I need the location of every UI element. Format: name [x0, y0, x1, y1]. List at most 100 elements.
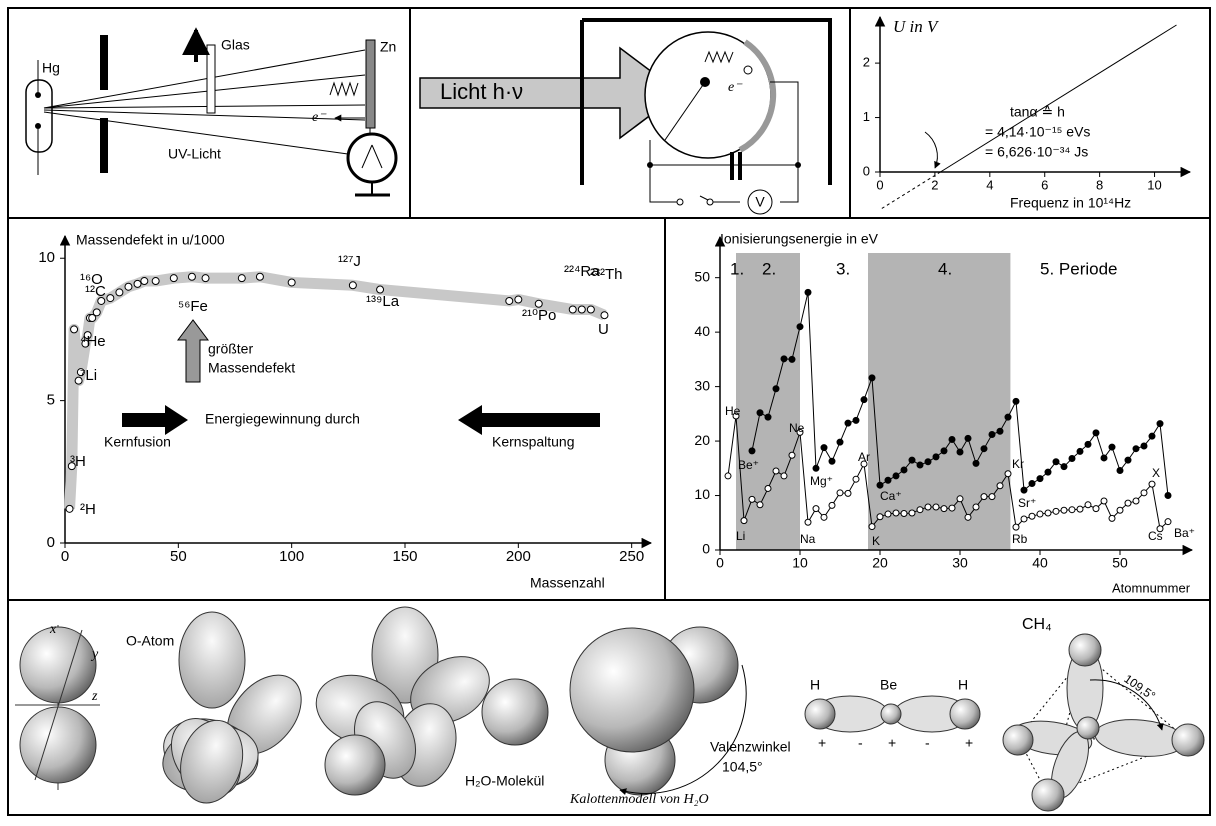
nuclide-label: ⁷Li [80, 367, 97, 384]
data-point [1093, 506, 1099, 512]
element-label: Be⁺ [738, 458, 759, 472]
data-point [1005, 414, 1011, 420]
label: + [818, 735, 826, 751]
data-point [1077, 448, 1083, 454]
label: UV-Licht [168, 146, 221, 162]
data-point [1101, 498, 1107, 504]
label: H [958, 677, 968, 693]
period-label: 3. [836, 259, 850, 278]
data-point [1053, 508, 1059, 514]
label: Valenzwinkel [710, 739, 791, 755]
data-point [805, 289, 811, 295]
data-point [757, 410, 763, 416]
element-label: Na [800, 532, 816, 546]
data-point [1141, 490, 1147, 496]
data-point [349, 282, 356, 289]
y-tick-label: 0 [702, 541, 710, 557]
data-point [789, 356, 795, 362]
label: Kalottenmodell von H₂O [569, 792, 709, 807]
data-point [805, 519, 811, 525]
x-tick-label: 6 [1041, 177, 1048, 192]
label: Glas [221, 37, 250, 53]
nuclide-label: ⁵⁶Fe [178, 298, 208, 315]
data-point [773, 468, 779, 474]
data-point [141, 278, 148, 285]
data-point [941, 448, 947, 454]
data-point [1133, 498, 1139, 504]
x-tick-label: 4 [986, 177, 993, 192]
data-point [1101, 455, 1107, 461]
data-point [853, 476, 859, 482]
data-point [1133, 446, 1139, 452]
y-tick-label: 10 [38, 249, 55, 266]
element-label: Li [736, 529, 745, 543]
y-tick-label: 0 [47, 534, 55, 551]
y-axis-label: Ionisierungsenergie in eV [720, 231, 879, 247]
data-point [1061, 507, 1067, 513]
data-point [288, 279, 295, 286]
data-point [1021, 516, 1027, 522]
nuclide-label: U [598, 321, 609, 338]
data-point [1045, 469, 1051, 475]
x-tick-label: 40 [1032, 555, 1048, 571]
period-label: 4. [938, 259, 952, 278]
y-tick-label: 0 [863, 163, 870, 178]
data-point [765, 485, 771, 491]
nuclide-label: ³H [70, 453, 86, 470]
data-point [813, 506, 819, 512]
nuclide-label: ²³²Th [590, 266, 623, 283]
data-point [853, 417, 859, 423]
data-point [170, 275, 177, 282]
data-point [741, 518, 747, 524]
annotation: Energiegewinnung durch [205, 411, 360, 427]
arrow [178, 320, 208, 382]
data-point [1077, 506, 1083, 512]
label: Licht h·ν [440, 79, 523, 104]
data-point [885, 477, 891, 483]
data-point [569, 306, 576, 313]
element-label: Kr [1012, 457, 1024, 471]
data-point [973, 460, 979, 466]
data-point [949, 436, 955, 442]
label: e⁻ [728, 80, 743, 95]
data-point [66, 505, 73, 512]
nuclide-label: ²¹⁰Po [522, 307, 556, 324]
data-point [901, 467, 907, 473]
data-point [1117, 507, 1123, 513]
data-point [256, 273, 263, 280]
data-point [925, 459, 931, 465]
data-point [1149, 481, 1155, 487]
y-tick-label: 30 [694, 377, 710, 393]
data-point [829, 458, 835, 464]
label: H [810, 677, 820, 693]
label: e⁻ [312, 110, 327, 125]
x-tick-label: 30 [952, 555, 968, 571]
period-band [868, 253, 1010, 550]
x-tick-label: 2 [931, 177, 938, 192]
data-point [1061, 464, 1067, 470]
x-tick-label: 0 [61, 548, 69, 565]
y-tick-label: 1 [863, 109, 870, 124]
data-point [909, 510, 915, 516]
label: Be [880, 677, 897, 693]
data-point [917, 462, 923, 468]
element-label: Cs [1148, 529, 1163, 543]
data-point [821, 514, 827, 520]
data-point [1069, 507, 1075, 513]
data-point [773, 386, 779, 392]
data-point [861, 397, 867, 403]
data-point [821, 445, 827, 451]
data-point [134, 280, 141, 287]
label: V [755, 194, 765, 210]
data-point [893, 510, 899, 516]
label: CH₄ [1022, 616, 1052, 633]
data-point [837, 490, 843, 496]
data-point [965, 435, 971, 441]
data-point [1109, 444, 1115, 450]
data-point [941, 506, 947, 512]
label: + [888, 735, 896, 751]
data-point [981, 494, 987, 500]
data-point [1165, 493, 1171, 499]
element-label: Ba⁺ [1174, 526, 1195, 540]
element-label: X [1152, 466, 1160, 480]
